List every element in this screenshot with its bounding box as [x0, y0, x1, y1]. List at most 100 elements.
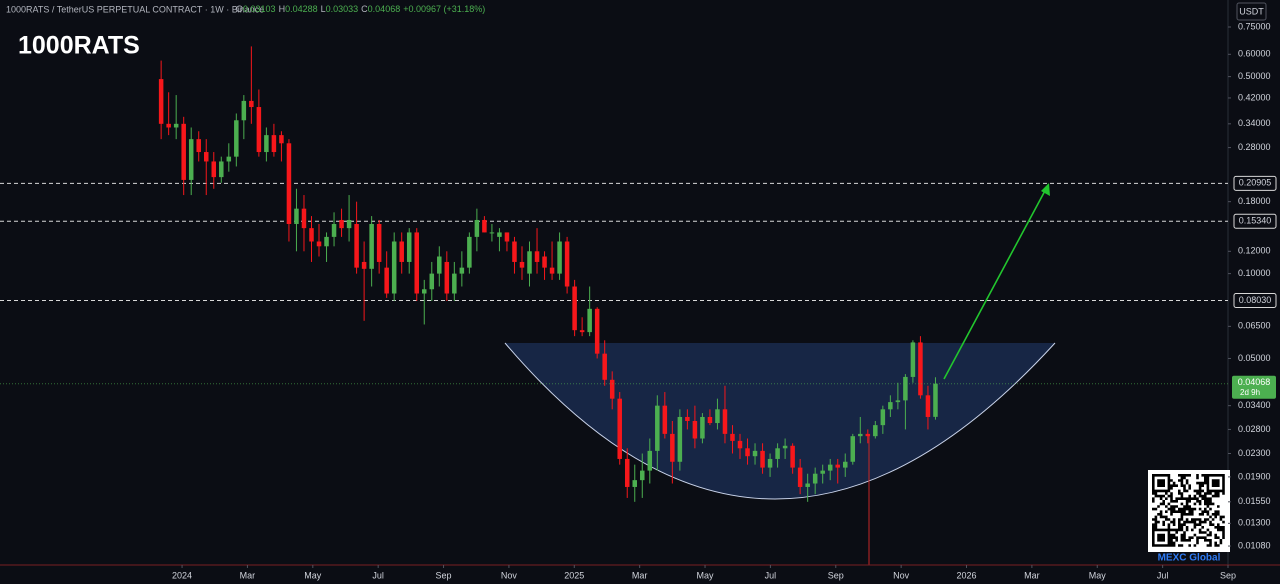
- candle-body: [925, 395, 931, 417]
- candle-body: [256, 107, 262, 153]
- candle-body: [662, 405, 668, 434]
- price-label: 0.04068: [1238, 377, 1271, 387]
- candle-body: [512, 241, 517, 262]
- candle-body: [286, 143, 292, 224]
- candle-body: [655, 405, 660, 451]
- candle-body: [294, 208, 299, 224]
- countdown-label: 2d 9h: [1240, 388, 1260, 397]
- candle-body: [572, 286, 577, 331]
- y-tick-label: 0.02800: [1238, 424, 1271, 434]
- currency-label[interactable]: USDT: [1239, 6, 1264, 16]
- y-tick-label: 0.01080: [1238, 540, 1271, 550]
- candle-body: [391, 241, 397, 294]
- level-label: 0.15340: [1239, 216, 1272, 226]
- x-tick-label: Nov: [893, 570, 910, 580]
- candle-body: [369, 223, 374, 269]
- candle-body: [467, 236, 472, 268]
- x-tick-label: May: [1089, 570, 1107, 580]
- candle-body: [316, 241, 322, 247]
- chart-title: 1000RATS: [18, 32, 140, 60]
- candle-body: [414, 232, 419, 294]
- candle-body: [234, 120, 239, 157]
- candle-body: [895, 400, 901, 403]
- candle-body: [737, 440, 743, 449]
- candle-body: [602, 353, 607, 380]
- candle-body: [203, 152, 209, 162]
- level-box: [1233, 175, 1277, 191]
- candle-body: [775, 448, 780, 459]
- watermark: MEXC Global: [1158, 553, 1221, 564]
- candle-body: [489, 232, 495, 234]
- candle-body: [301, 208, 307, 229]
- currency-box[interactable]: [1236, 2, 1267, 21]
- candle-body: [692, 420, 698, 439]
- y-tick-label: 0.60000: [1238, 49, 1271, 59]
- candle-body: [587, 308, 592, 333]
- ohlc-legend: O0.03103 H0.04288 L0.03033 C0.04068 +0.00967…: [236, 4, 485, 14]
- candle-body: [324, 236, 329, 247]
- candle-body: [617, 398, 622, 459]
- x-tick-label: Mar: [240, 570, 256, 580]
- candle-body: [594, 308, 600, 354]
- candle-body: [482, 219, 487, 233]
- candle-body: [835, 464, 840, 468]
- candle-body: [609, 379, 615, 399]
- candle-body: [850, 436, 856, 462]
- level-box: [1233, 292, 1277, 308]
- y-tick-label: 0.10000: [1238, 268, 1271, 278]
- candle-body: [842, 461, 848, 468]
- candle-body: [888, 402, 893, 410]
- candle-body: [752, 450, 758, 457]
- candle-body: [880, 409, 886, 426]
- candle-body: [384, 267, 389, 294]
- x-tick-label: Mar: [632, 570, 648, 580]
- candle-body: [707, 416, 713, 424]
- x-tick-label: Nov: [501, 570, 518, 580]
- ohlc-prefix: C: [361, 4, 368, 14]
- candle-body: [219, 161, 224, 178]
- candle-body: [361, 261, 367, 269]
- y-tick-label: 0.03400: [1238, 400, 1271, 410]
- ohlc-prefix: O: [236, 4, 243, 14]
- candle-body: [624, 458, 630, 487]
- candle-body: [670, 433, 675, 462]
- candle-body: [767, 458, 773, 468]
- level-label: 0.08030: [1239, 295, 1272, 305]
- candle-body: [519, 261, 525, 268]
- price-box: [1232, 375, 1276, 399]
- candle-body: [474, 219, 480, 237]
- candle-body: [745, 448, 750, 457]
- candle-body: [429, 273, 435, 290]
- candle-body: [444, 261, 450, 294]
- y-tick-label: 0.50000: [1238, 71, 1271, 81]
- candle-body: [760, 450, 765, 468]
- projection-arrow: [943, 186, 1048, 380]
- candle-body: [715, 409, 720, 424]
- cup-curve: [504, 342, 1056, 500]
- y-tick-label: 0.34000: [1238, 118, 1271, 128]
- ohlc-prefix: L: [321, 4, 326, 14]
- candle-body: [647, 450, 653, 471]
- x-tick-label: 2024: [172, 570, 192, 580]
- candle-body: [632, 480, 638, 487]
- candle-body: [700, 416, 705, 439]
- y-tick-label: 0.02300: [1238, 448, 1271, 458]
- x-tick-label: Jul: [1157, 570, 1169, 580]
- candle-body: [820, 470, 825, 474]
- candle-body: [579, 330, 585, 333]
- candle-body: [782, 445, 788, 449]
- candle-body: [722, 409, 728, 434]
- candle-body: [158, 79, 164, 124]
- candle-body: [730, 433, 735, 441]
- candle-body: [166, 123, 171, 128]
- arrow-head: [1041, 183, 1050, 196]
- y-tick-label: 0.42000: [1238, 92, 1271, 102]
- x-tick-label: May: [304, 570, 322, 580]
- y-tick-label: 0.05000: [1238, 353, 1271, 363]
- y-tick-label: 0.18000: [1238, 196, 1271, 206]
- y-tick-label: 0.06500: [1238, 321, 1271, 331]
- candle-body: [226, 156, 232, 162]
- candle-body: [406, 232, 412, 262]
